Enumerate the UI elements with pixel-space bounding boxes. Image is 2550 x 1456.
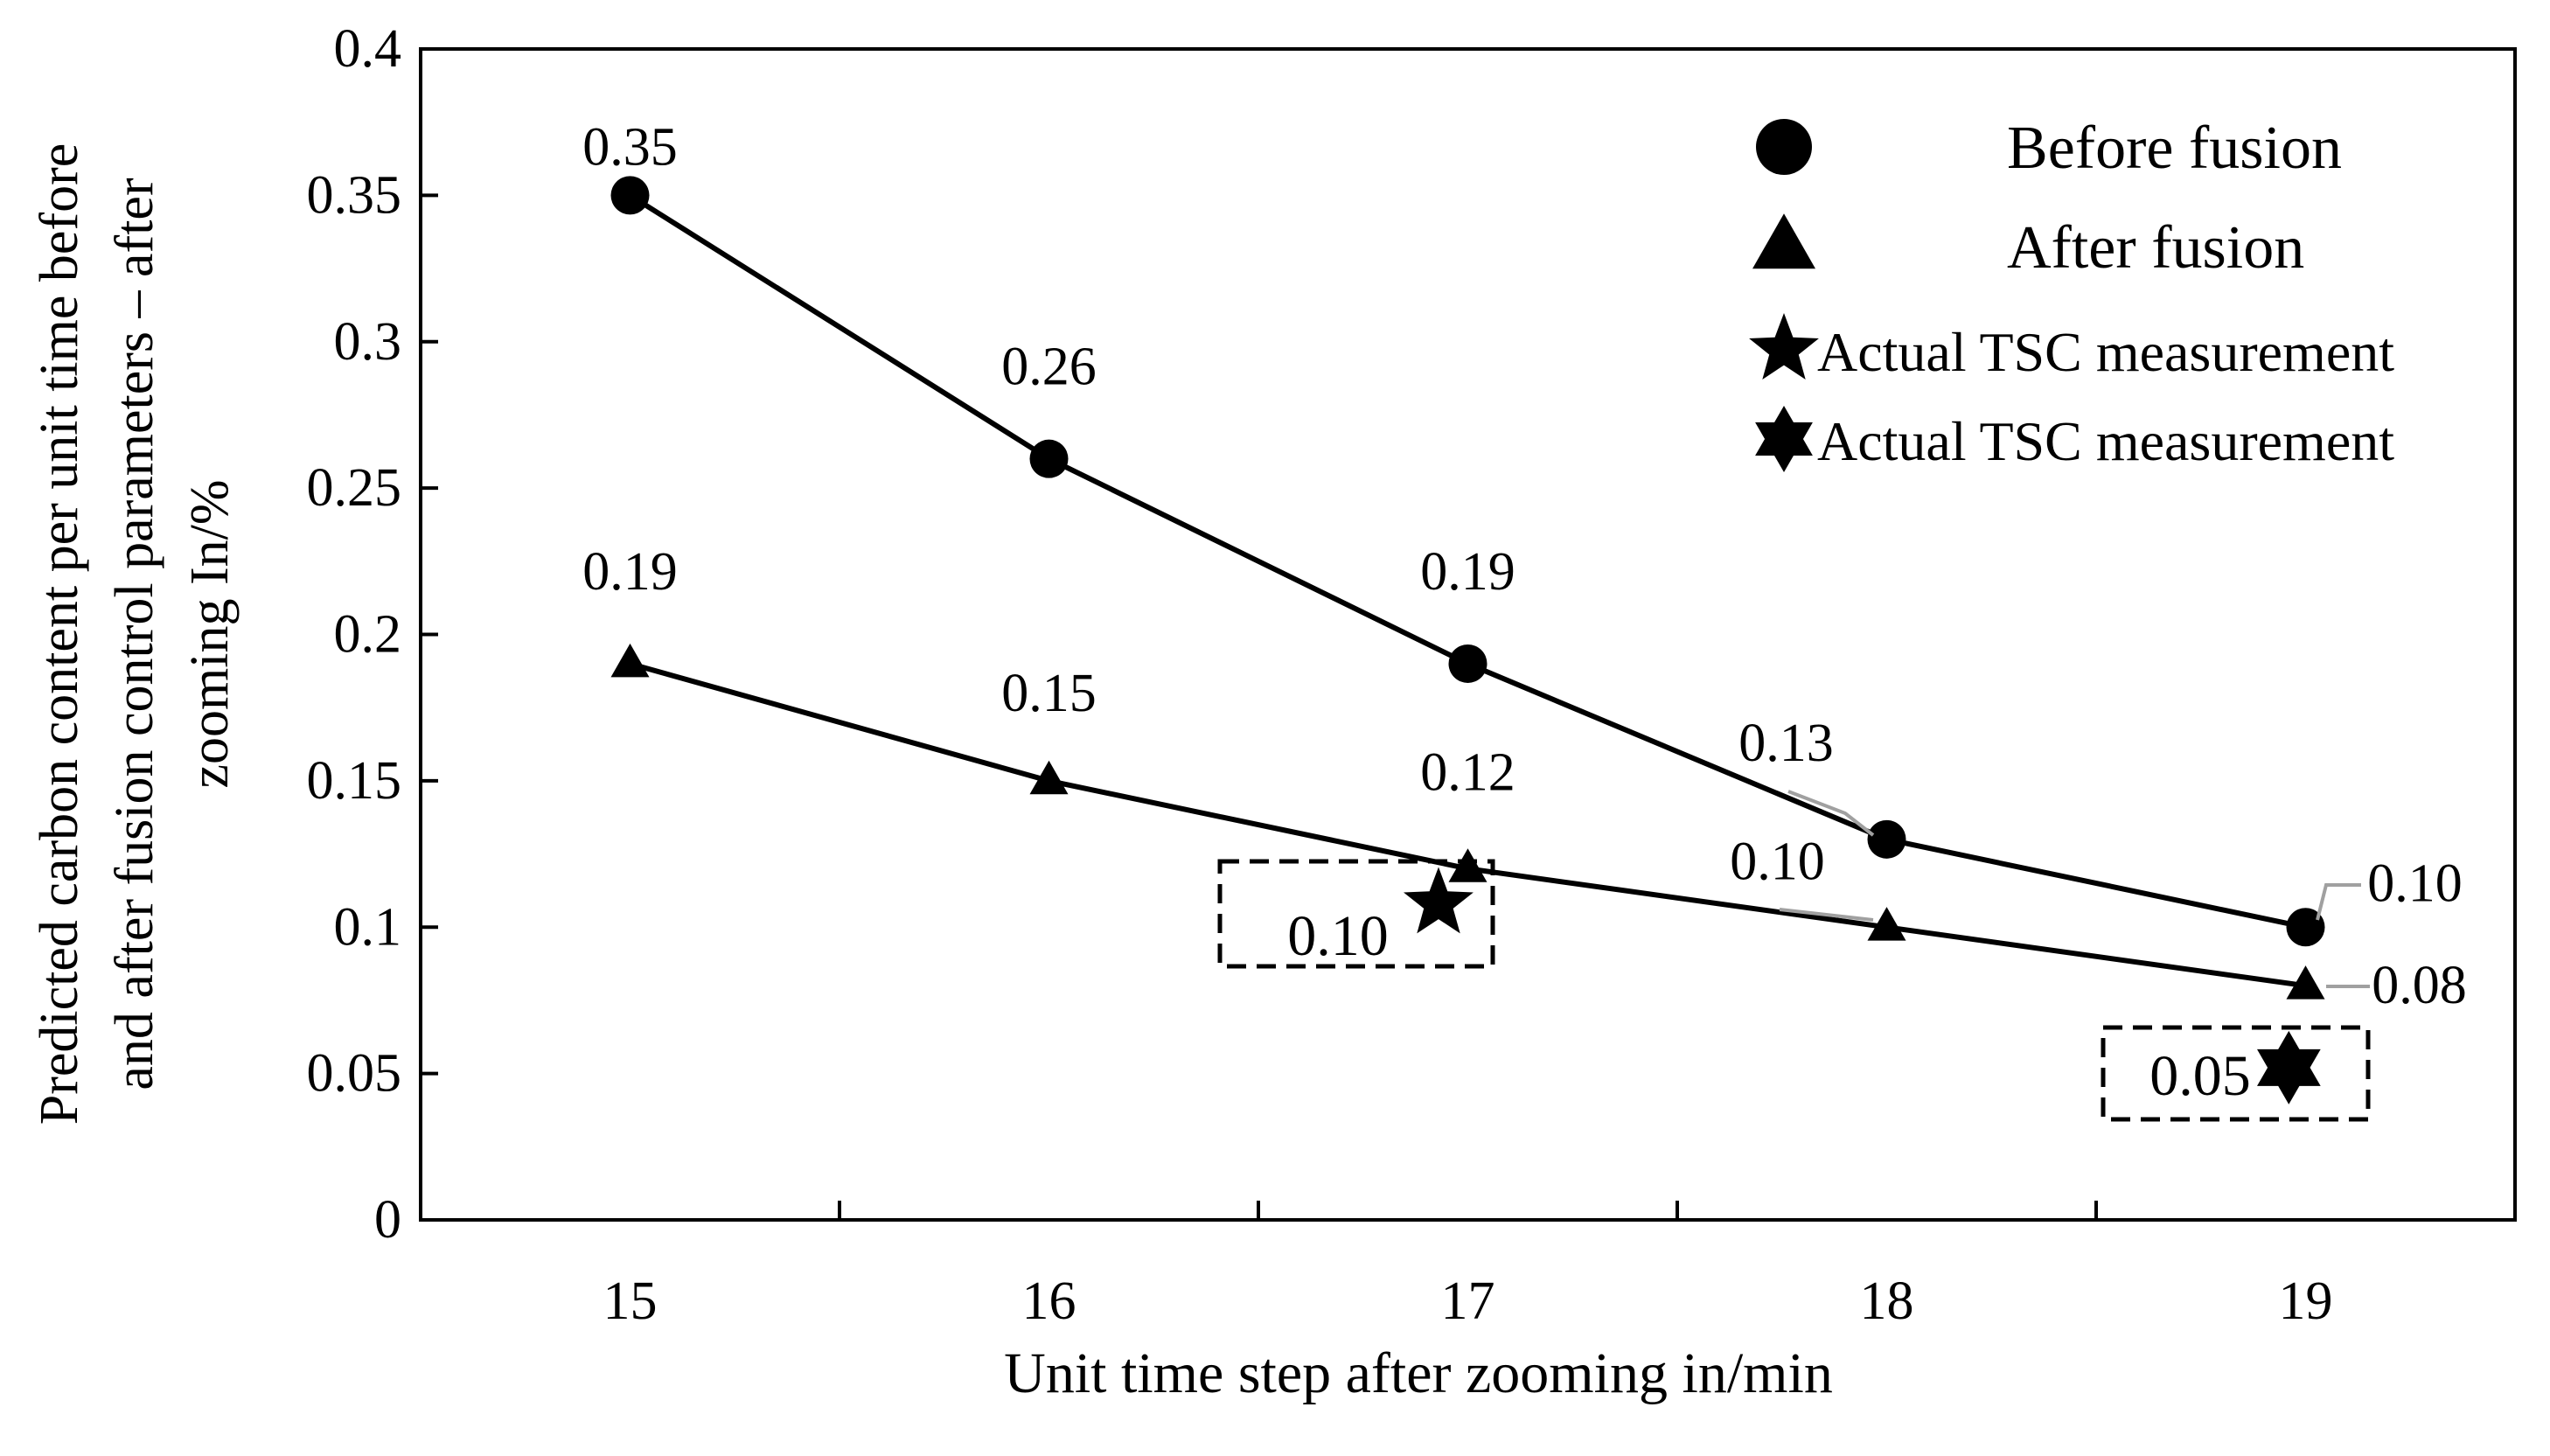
y-tick-label: 0.3 (334, 312, 402, 372)
legend: Before fusion After fusion Actual TSC meas… (1749, 115, 2394, 472)
data-label: 0.19 (582, 542, 678, 602)
legend-marker (1756, 119, 1812, 175)
legend-label: Actual TSC measurement (1817, 410, 2394, 472)
measurement-box (1217, 859, 1495, 969)
hexagram-down (1755, 422, 1813, 472)
legend-label: After fusion (2007, 214, 2304, 282)
x-tick-label: 19 (2279, 1271, 2333, 1331)
y-axis-title: Predicted carbon content per unit time b… (30, 143, 240, 1125)
leader-line (1787, 790, 1875, 837)
data-label: 0.15 (1001, 664, 1097, 723)
legend-marker (1755, 406, 1813, 472)
y-tick-label: 0.4 (334, 19, 402, 79)
x-tick-label: 16 (1022, 1271, 1076, 1331)
y-tick-label: 0.2 (334, 605, 402, 665)
axes-layer: 0 0.05 0.1 0.15 0.2 0.25 0.3 0.35 0.4 15 16 17 18 19 U… (30, 19, 2517, 1405)
series-line-2 (629, 661, 2306, 989)
legend-label: Before fusion (2007, 115, 2342, 182)
data-point (2286, 965, 2325, 1000)
data-point (2286, 908, 2325, 947)
data-label: 0.26 (1001, 338, 1097, 397)
data-label-layer: 0.35 0.26 0.19 0.13 0.10 0.19 0.15 0.12 0.10 0.08… (582, 117, 2467, 1122)
measurement-label: 0.10 (1287, 904, 1389, 968)
y-tick-label: 0.35 (307, 165, 402, 225)
data-point (1029, 439, 1069, 478)
data-point (610, 643, 650, 678)
data-label: 0.35 (582, 117, 678, 177)
legend-label: Actual TSC measurement (1817, 321, 2394, 383)
data-label: 0.12 (1420, 742, 1515, 802)
y-tick-label: 0 (374, 1190, 401, 1250)
legend-item: Before fusion (1756, 115, 2342, 182)
legend-item: Actual TSC measurement (1749, 313, 2394, 383)
data-point (1448, 848, 1488, 882)
legend-item: Actual TSC measurement (1755, 406, 2394, 472)
legend-marker (1749, 313, 1819, 380)
legend-marker (1752, 213, 1815, 269)
series-layer (610, 176, 2325, 1000)
y-tick-label: 0.1 (334, 897, 402, 957)
data-point (610, 176, 650, 215)
measurement-label: 0.05 (2149, 1044, 2251, 1108)
measurement-box (2101, 1025, 2371, 1122)
y-tick-label: 0.05 (307, 1044, 402, 1104)
y-tick-label: 0.15 (307, 751, 402, 811)
leader-line (1779, 908, 1874, 922)
measurement-marker (1404, 867, 1474, 934)
x-tick-label: 15 (603, 1271, 658, 1331)
measurement-marker (2257, 1030, 2321, 1104)
data-label: 0.10 (2367, 853, 2463, 913)
data-label: 0.08 (2372, 956, 2467, 1015)
hexagram-down (2257, 1048, 2321, 1104)
y-tick-label: 0.25 (307, 458, 402, 518)
x-axis-title: Unit time step after zooming in/min (1004, 1341, 1833, 1405)
data-point (1029, 760, 1069, 795)
data-label: 0.10 (1730, 832, 1825, 891)
x-tick-label: 17 (1441, 1271, 1495, 1331)
data-label: 0.13 (1738, 714, 1834, 773)
y-axis-title-line: zooming In/% (180, 480, 240, 789)
data-point (1867, 907, 1906, 941)
y-axis-title-line: Predicted carbon content per unit time b… (30, 143, 89, 1125)
data-label: 0.19 (1420, 542, 1515, 602)
legend-item: After fusion (1752, 213, 2304, 282)
x-tick-label: 18 (1860, 1271, 1914, 1331)
data-point (1448, 644, 1488, 683)
y-axis-title-line: and after fusion control parameters – af… (105, 178, 164, 1090)
leader-line (2316, 883, 2361, 921)
data-point (1867, 819, 1906, 859)
